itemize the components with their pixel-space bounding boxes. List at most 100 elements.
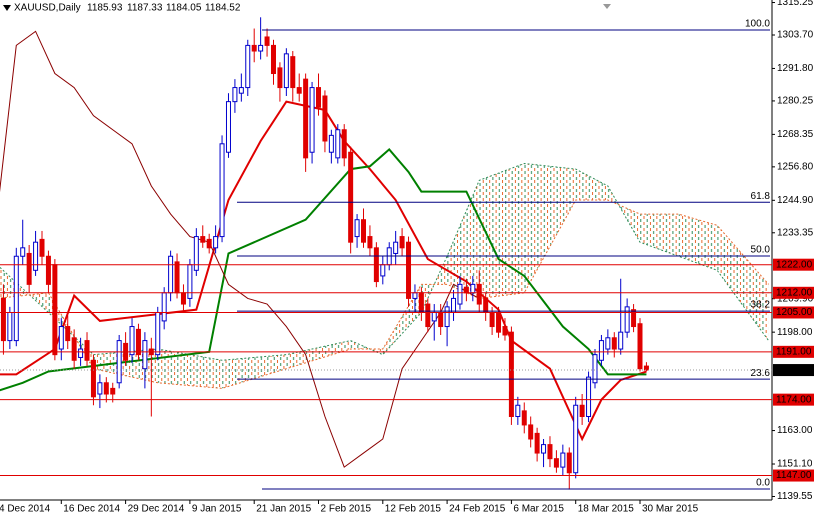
- candle-body: [354, 219, 360, 238]
- candle-body: [476, 283, 482, 305]
- candle-body: [7, 311, 13, 342]
- candle-body: [418, 292, 424, 313]
- fib-label: 100.0: [745, 19, 770, 30]
- candle-body: [116, 340, 122, 384]
- candle-body: [20, 247, 26, 257]
- x-tick-label: 29 Dec 2014: [128, 504, 185, 515]
- y-tick-label: 1198.00: [777, 327, 813, 338]
- candle-body: [33, 241, 39, 271]
- level-label-box: [773, 258, 814, 271]
- candle-body: [367, 236, 373, 249]
- level-label: 1222.00: [776, 259, 813, 270]
- candle-body: [103, 382, 109, 395]
- level-label: 1147.00: [776, 470, 812, 481]
- candle-body: [515, 404, 521, 418]
- candle-body: [637, 323, 643, 370]
- y-tick-label: 1303.70: [777, 30, 814, 41]
- candle-body: [90, 359, 96, 398]
- candle-body: [277, 67, 283, 89]
- candle-body: [431, 311, 437, 322]
- current-price-box: [773, 364, 814, 377]
- candle-body: [412, 292, 418, 299]
- candle-body: [13, 255, 19, 342]
- level-label-box: [773, 306, 814, 319]
- y-tick-label: 1209.90: [777, 293, 814, 304]
- x-tick-label: 9 Jan 2015: [192, 504, 242, 515]
- candle-body: [97, 382, 103, 395]
- candle-body: [206, 238, 212, 249]
- candle-body: [200, 236, 206, 243]
- candle-body: [508, 331, 514, 418]
- y-tick-label: 1256.80: [777, 161, 814, 172]
- low-value: 1184.05: [166, 3, 202, 14]
- indicator-line: [0, 30, 480, 468]
- y-tick-label: 1315.25: [777, 0, 814, 8]
- x-tick-label: 2 Feb 2015: [321, 504, 372, 515]
- level-label-box: [773, 393, 814, 406]
- y-tick-label: 1268.35: [777, 129, 814, 140]
- candle-body: [341, 129, 347, 159]
- candle-body: [78, 348, 84, 358]
- candle-body: [361, 219, 367, 243]
- candle-body: [0, 297, 6, 342]
- fib-label: 0.0: [756, 478, 770, 489]
- candle-body: [71, 337, 77, 361]
- candle-body: [316, 87, 321, 108]
- span-b: [0, 199, 769, 389]
- fib-label: 61.8: [751, 191, 771, 202]
- candle-body: [496, 311, 502, 333]
- x-tick-label: 6 Mar 2015: [513, 504, 564, 515]
- candle-body: [142, 340, 148, 370]
- candle-body: [110, 387, 116, 395]
- candle-body: [643, 365, 649, 371]
- candle-body: [135, 328, 141, 356]
- fib-label: 23.6: [751, 368, 771, 379]
- candle-body: [393, 241, 399, 254]
- level-label: 1205.00: [776, 307, 813, 318]
- scroll-icon: [603, 4, 611, 9]
- candle-body: [586, 376, 592, 418]
- candle-body: [489, 311, 495, 328]
- open-value: 1185.93: [87, 3, 123, 14]
- candle-body: [348, 151, 354, 243]
- candle-body: [161, 292, 167, 322]
- y-tick-label: 1291.80: [777, 63, 814, 74]
- candle-body: [553, 458, 559, 468]
- candle-body: [213, 236, 219, 249]
- candle-body: [283, 53, 289, 89]
- y-tick-label: 1151.10: [777, 459, 813, 470]
- candle-body: [483, 297, 489, 313]
- level-label-box: [773, 469, 814, 482]
- candle-body: [219, 143, 225, 238]
- candle-body: [502, 326, 508, 336]
- candle-body: [225, 101, 231, 153]
- candle-body: [451, 297, 457, 313]
- candle-body: [406, 241, 412, 299]
- candle-body: [399, 236, 405, 249]
- candle-body: [528, 424, 534, 440]
- candle-body: [258, 44, 264, 52]
- y-tick-label: 1139.55: [777, 491, 813, 502]
- level-label: 1174.00: [776, 394, 812, 405]
- candle-body: [303, 78, 309, 159]
- candle-body: [52, 264, 58, 356]
- candle-body: [58, 326, 64, 350]
- candle-body: [232, 87, 238, 103]
- candle-body: [290, 56, 296, 89]
- high-value: 1187.33: [127, 3, 163, 14]
- candle-body: [438, 311, 444, 328]
- level-label: 1191.00: [776, 346, 812, 357]
- candle-body: [296, 87, 302, 94]
- fib-label: 50.0: [751, 245, 771, 256]
- candle-body: [251, 44, 257, 52]
- y-tick-label: 1163.00: [777, 425, 813, 436]
- candle-body: [193, 236, 199, 271]
- candle-body: [380, 264, 386, 277]
- candle-body: [270, 44, 276, 75]
- x-tick-label: 16 Dec 2014: [63, 504, 120, 515]
- candle-body: [168, 255, 174, 294]
- candle-body: [470, 283, 476, 294]
- candle-body: [264, 36, 270, 46]
- candle-body: [579, 404, 585, 418]
- level-label: 1212.00: [776, 287, 813, 298]
